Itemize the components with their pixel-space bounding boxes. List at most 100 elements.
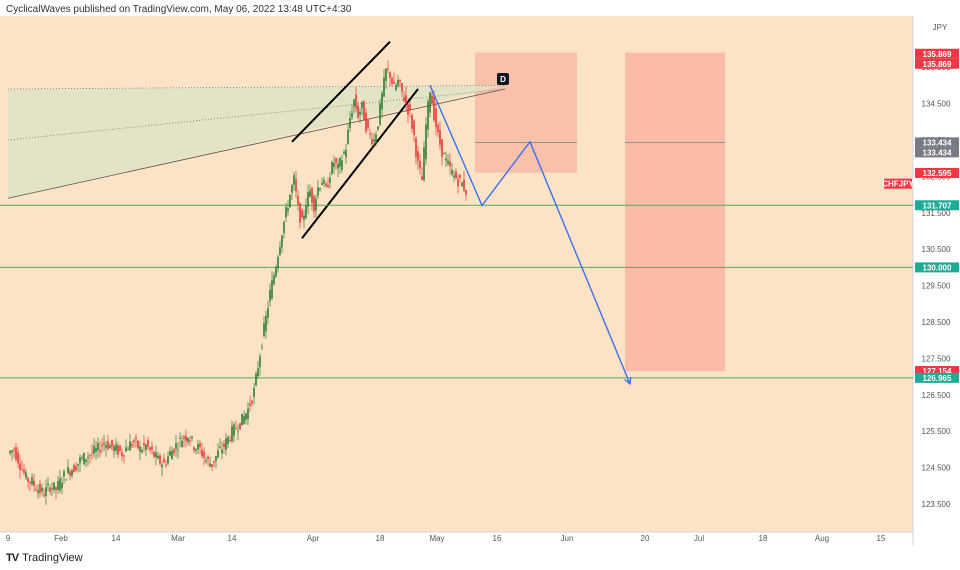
candle-body	[175, 443, 177, 450]
time-tick-label: Jun	[561, 534, 574, 543]
price-tag-label: 131.707	[923, 201, 952, 210]
candle-body	[429, 92, 431, 113]
price-tag-bg	[915, 372, 959, 383]
candle-body	[171, 450, 173, 460]
candle-body	[287, 208, 289, 212]
candle-body	[261, 346, 263, 348]
candle-body	[257, 368, 259, 377]
currency-label: JPY	[933, 23, 948, 32]
time-tick-label: 16	[493, 534, 502, 543]
candle-body	[75, 466, 77, 471]
candle-body	[367, 119, 369, 128]
candle-body	[19, 463, 21, 470]
candle-body	[249, 403, 251, 406]
candle-body	[219, 446, 221, 448]
candle-body	[159, 455, 161, 464]
candle-body	[411, 115, 413, 129]
candle-body	[121, 452, 123, 457]
candle-body	[333, 162, 335, 168]
candle-body	[123, 455, 125, 457]
candle-body	[433, 96, 435, 121]
candle-body	[113, 446, 115, 452]
candle-body	[313, 196, 315, 212]
d-marker-label: D	[500, 75, 506, 84]
candle-body	[331, 161, 333, 174]
candle-body	[167, 456, 169, 464]
candle-body	[369, 133, 371, 135]
candle-body	[177, 449, 179, 451]
candle-body	[237, 431, 239, 433]
candle-body	[389, 72, 391, 79]
candle-body	[211, 464, 213, 467]
candle-body	[441, 139, 443, 157]
candle-body	[105, 445, 107, 448]
candle-body	[337, 163, 339, 169]
d-marker[interactable]: D	[497, 73, 509, 85]
symbol-tag[interactable]: CHFJPY	[882, 178, 914, 189]
time-tick-label: 14	[112, 534, 121, 543]
time-tick-label: Aug	[815, 534, 829, 543]
candle-body	[205, 460, 207, 462]
candle-body	[239, 423, 241, 429]
price-tag-bg	[915, 58, 959, 69]
candle-body	[73, 465, 75, 473]
candle-body	[419, 161, 421, 168]
candle-body	[187, 438, 189, 443]
candle-body	[145, 444, 147, 450]
candle-body	[251, 400, 253, 404]
candle-body	[359, 112, 361, 115]
candle-body	[259, 356, 261, 368]
candle-body	[129, 441, 131, 451]
candle-body	[355, 94, 357, 109]
candle-body	[413, 120, 415, 135]
candle-body	[109, 445, 111, 449]
candle-body	[17, 452, 19, 464]
candle-body	[297, 195, 299, 205]
candle-body	[353, 99, 355, 107]
time-axis-ticks: 9 Feb 14 Mar 14 Apr 18 May 16 Jun 20 Jul 18 Aug 15	[6, 534, 886, 543]
time-tick-label: 20	[641, 534, 650, 543]
candle-body	[61, 482, 63, 489]
candle-body	[253, 387, 255, 398]
candle-body	[291, 185, 293, 193]
trade-zones	[475, 52, 725, 372]
trend-line-4	[291, 41, 391, 143]
candle-body	[51, 488, 53, 490]
candle-body	[55, 487, 57, 491]
candle-body	[213, 461, 215, 463]
candle-body	[349, 118, 351, 129]
candle-body	[81, 457, 83, 459]
candle-body	[463, 179, 465, 191]
candle-body	[437, 124, 439, 132]
candle-body	[107, 441, 109, 449]
candle-body	[449, 161, 451, 167]
candle-body	[255, 373, 257, 386]
candle-body	[387, 68, 389, 70]
candle-body	[231, 426, 233, 442]
support-lines	[0, 204, 913, 379]
price-tag-label: 135.869	[923, 60, 952, 69]
candle-body	[229, 440, 231, 442]
candle-body	[397, 79, 399, 86]
trend-line-1	[7, 85, 506, 90]
candle-body	[339, 158, 341, 167]
candle-body	[117, 445, 119, 455]
candle-body	[63, 471, 65, 477]
time-tick-label: 9	[6, 534, 11, 543]
candle-body	[269, 289, 271, 302]
candle-body	[25, 472, 27, 478]
tradingview-brand[interactable]: TV TradingView	[6, 552, 83, 564]
price-tick-label: 128.500	[922, 318, 951, 327]
candle-body	[461, 182, 463, 187]
candle-body	[189, 440, 191, 442]
candle-body	[215, 456, 217, 462]
candle-body	[417, 151, 419, 162]
candle-body	[423, 147, 425, 181]
candle-body	[445, 158, 447, 161]
time-tick-label: Feb	[54, 534, 68, 543]
candle-body	[241, 413, 243, 426]
time-tick-label: 15	[877, 534, 886, 543]
price-tag-label: 133.434	[923, 138, 952, 147]
